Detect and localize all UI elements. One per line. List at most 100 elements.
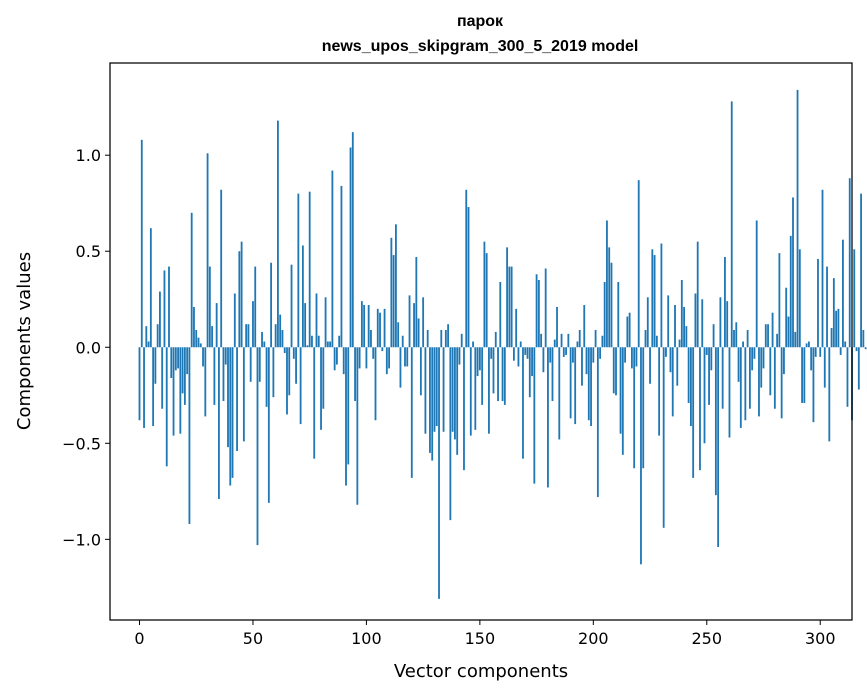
bar-117	[404, 347, 406, 367]
bar-169	[522, 347, 524, 459]
bar-168	[519, 341, 522, 348]
bar-293	[803, 347, 806, 403]
bar-82	[324, 297, 327, 348]
bar-200	[592, 347, 595, 363]
bar-90	[342, 347, 345, 375]
y-tick-label: −1.0	[62, 530, 101, 549]
bar-230	[660, 243, 663, 348]
bar-205	[603, 281, 606, 348]
bar-60	[274, 324, 277, 348]
bar-313	[848, 178, 851, 348]
bar-99	[363, 305, 366, 348]
bar-61	[277, 120, 279, 348]
bar-133	[440, 329, 443, 348]
bar-295	[807, 341, 810, 348]
y-tick-label: 0.0	[76, 338, 101, 357]
x-tick-label: 50	[243, 629, 263, 648]
bar-137	[449, 347, 452, 521]
bar-50	[252, 301, 254, 348]
bar-249	[703, 347, 706, 444]
y-tick-label: 1.0	[76, 146, 101, 165]
bar-24	[193, 306, 195, 348]
bar-106	[379, 312, 381, 348]
bar-300	[819, 347, 822, 357]
bar-43	[236, 347, 238, 451]
bar-264	[737, 347, 740, 382]
bar-42	[233, 293, 236, 348]
bar-71	[299, 347, 302, 425]
bar-207	[608, 247, 611, 348]
bar-95	[354, 347, 356, 402]
bar-78	[315, 293, 318, 348]
y-tick-label: −0.5	[62, 434, 101, 453]
bar-131	[435, 347, 438, 427]
bar-110	[388, 347, 391, 369]
bar-189	[567, 333, 570, 348]
bar-115	[399, 347, 402, 388]
bar-164	[510, 266, 513, 348]
bar-53	[258, 347, 261, 382]
bar-201	[594, 329, 597, 348]
bar-240	[683, 306, 685, 348]
bar-263	[735, 322, 738, 348]
bar-58	[270, 262, 273, 348]
bar-123	[417, 318, 420, 348]
bar-246	[696, 241, 699, 348]
bar-176	[537, 280, 540, 348]
bar-14	[170, 347, 173, 378]
bar-130	[433, 347, 436, 432]
bar-62	[279, 314, 282, 348]
bar-128	[429, 347, 431, 453]
bar-66	[288, 347, 291, 396]
bar-167	[517, 347, 520, 367]
bar-122	[415, 256, 418, 348]
bar-51	[254, 266, 257, 348]
bar-146	[469, 347, 472, 436]
bar-267	[744, 347, 747, 421]
bar-253	[712, 324, 715, 348]
bar-59	[272, 347, 275, 398]
bar-188	[565, 347, 567, 355]
bar-269	[748, 347, 751, 409]
y-tick-label: 0.5	[76, 242, 101, 261]
bar-203	[599, 347, 602, 359]
bars-group	[138, 89, 867, 599]
plot-frame	[109, 62, 853, 621]
bar-192	[574, 347, 577, 425]
bar-126	[424, 347, 427, 434]
bar-224	[646, 297, 649, 348]
bar-209	[612, 347, 615, 394]
bar-299	[817, 258, 819, 348]
bar-219	[635, 347, 638, 367]
bar-56	[265, 347, 268, 407]
bar-49	[249, 347, 252, 382]
bar-251	[708, 347, 710, 405]
bar-184	[556, 306, 558, 348]
bar-25	[195, 329, 198, 348]
bar-187	[562, 347, 565, 357]
bar-21	[186, 347, 189, 375]
bar-291	[798, 249, 801, 348]
bar-100	[365, 347, 368, 369]
bar-12	[165, 347, 168, 467]
bar-114	[397, 322, 400, 348]
bar-63	[281, 329, 284, 348]
bar-0	[138, 347, 141, 421]
bar-271	[753, 347, 756, 359]
bar-243	[689, 347, 692, 427]
bar-69	[295, 347, 297, 384]
bar-140	[456, 347, 459, 455]
bar-145	[467, 207, 470, 348]
bar-315	[853, 249, 856, 348]
bar-119	[408, 295, 411, 348]
bar-84	[329, 341, 332, 348]
bar-218	[633, 347, 636, 469]
bar-294	[805, 343, 808, 348]
bar-158	[497, 347, 499, 402]
bar-266	[742, 341, 744, 348]
bar-221	[640, 347, 642, 565]
bar-11	[163, 270, 166, 348]
bar-238	[678, 339, 681, 348]
bar-182	[551, 347, 554, 402]
